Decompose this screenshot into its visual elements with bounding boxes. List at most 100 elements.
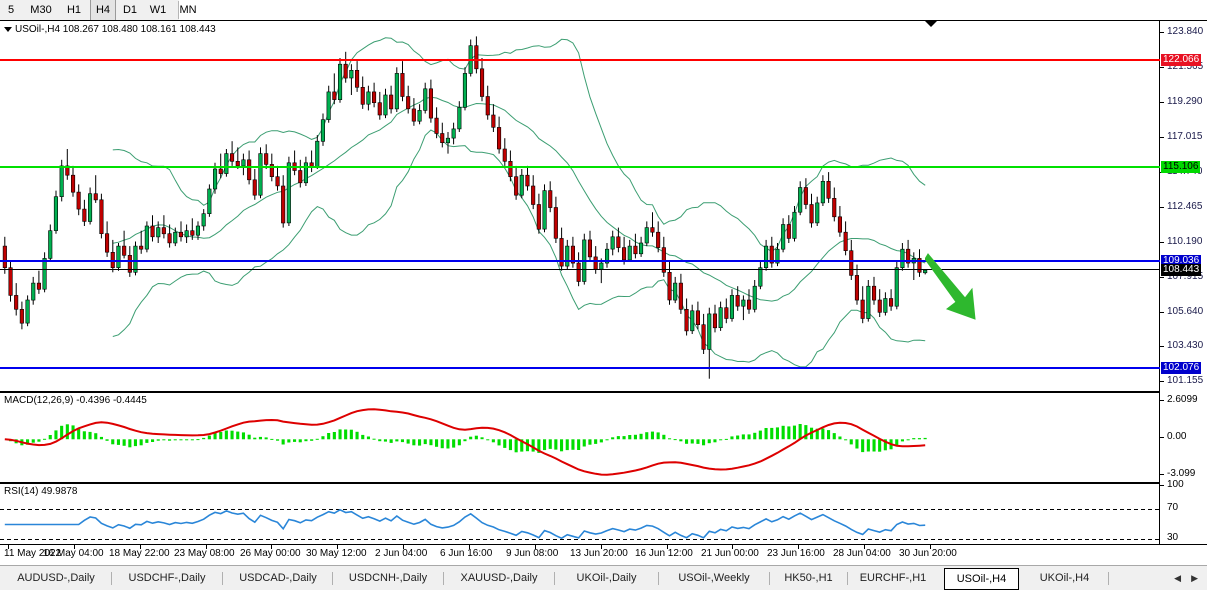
- macd-histogram-bar: [111, 439, 115, 445]
- chart-tab-ukoil-h4[interactable]: UKOil-,H4: [1039, 572, 1090, 584]
- macd-pane[interactable]: MACD(12,26,9) -0.4396 -0.4445: [0, 392, 1160, 483]
- macd-histogram-bar: [219, 432, 223, 440]
- candle-body: [815, 202, 820, 224]
- macd-histogram-bar: [577, 439, 581, 450]
- macd-histogram-bar: [662, 434, 666, 440]
- macd-histogram-bar: [917, 438, 921, 440]
- candle-body: [775, 248, 780, 264]
- chart-tab-hk50-h1[interactable]: HK50-,H1: [784, 572, 833, 584]
- candle-body: [383, 94, 388, 116]
- macd-histogram-bar: [878, 439, 882, 452]
- chart-tab-usoil-h4[interactable]: USOil-,H4: [944, 568, 1019, 590]
- timeframe-5[interactable]: 5: [7, 4, 15, 16]
- macd-histogram-bar: [344, 429, 348, 440]
- macd-histogram-bar: [349, 429, 353, 440]
- candle-body: [559, 238, 564, 267]
- macd-histogram-bar: [639, 433, 643, 440]
- time-tick: [601, 545, 602, 549]
- level-line-support-lower[interactable]: [0, 367, 1160, 370]
- timeframe-d1[interactable]: D1: [122, 4, 138, 16]
- chart-tab-bar[interactable]: ◀ ▶ AUDUSD-,Daily USDCHF-,Daily USDCAD-,Da…: [0, 565, 1207, 590]
- macd-histogram-bar: [253, 437, 257, 440]
- macd-histogram-bar: [423, 439, 427, 445]
- time-tick: [74, 545, 75, 549]
- price-label-108-443[interactable]: 108.443: [1161, 264, 1202, 277]
- timeframe-h4[interactable]: H4: [90, 0, 116, 20]
- level-line-support-upper[interactable]: [0, 259, 1160, 262]
- candle-body: [167, 233, 172, 244]
- chevron-left-icon[interactable]: ◀: [1174, 573, 1181, 583]
- time-label: 2 Jun 04:00: [375, 548, 428, 559]
- candle-body: [763, 245, 769, 269]
- time-axis[interactable]: 11 May 2022 16 May 04:00 18 May 22:00 23 Ma…: [0, 544, 1207, 565]
- price-label-109-036[interactable]: 109.036: [1161, 254, 1202, 267]
- candle-body: [93, 193, 98, 201]
- time-label: 30 Jun 20:00: [899, 548, 957, 559]
- timeframe-m30[interactable]: M30: [30, 4, 52, 16]
- macd-histogram-bar: [412, 439, 416, 446]
- timeframe-toolbar[interactable]: 5 M30 H1 H4 D1 W1 MN: [0, 0, 1207, 21]
- candle-body: [820, 181, 825, 204]
- macd-histogram-bar: [849, 439, 853, 445]
- candle-body: [122, 245, 127, 256]
- macd-histogram-bar: [247, 434, 251, 440]
- time-label: 23 May 08:00: [174, 548, 235, 559]
- bearish-arrow[interactable]: [925, 251, 980, 326]
- timeframe-h1[interactable]: H1: [66, 4, 82, 16]
- macd-histogram-bar: [923, 437, 927, 440]
- candle-body: [843, 231, 848, 251]
- candle-body: [479, 68, 485, 97]
- candle-body: [247, 159, 252, 181]
- candle-body: [99, 199, 104, 235]
- candle-body: [638, 242, 644, 255]
- macd-histogram-bar: [293, 439, 297, 442]
- macd-histogram-bar: [276, 439, 280, 441]
- chart-tab-ukoil-daily[interactable]: UKOil-,Daily: [576, 572, 637, 584]
- price-label-115-106[interactable]: 115.106: [1161, 161, 1201, 174]
- timeframe-mn[interactable]: MN: [179, 4, 197, 16]
- chart-tab-usdcnh-daily[interactable]: USDCNH-,Daily: [348, 572, 428, 584]
- chart-tab-eurchf-h1[interactable]: EURCHF-,H1: [859, 572, 927, 584]
- candle-body: [900, 248, 905, 268]
- chart-tab-usdcad-daily[interactable]: USDCAD-,Daily: [239, 572, 317, 584]
- macd-histogram-bar: [764, 428, 768, 440]
- macd-histogram-bar: [668, 438, 672, 440]
- time-tick: [732, 545, 733, 549]
- macd-histogram-bar: [298, 439, 302, 443]
- macd-histogram-bar: [713, 439, 717, 443]
- chart-frame[interactable]: USOil-,H4 108.267 108.480 108.161 108.44…: [0, 20, 1207, 566]
- price-scale[interactable]: 123.840121.565119.290117.015114.740112.4…: [1160, 21, 1207, 565]
- time-tick: [8, 545, 9, 549]
- candle-body: [519, 174, 524, 196]
- level-line-current-price[interactable]: [0, 269, 1160, 271]
- time-label: 18 May 22:00: [109, 548, 170, 559]
- macd-histogram-bar: [707, 439, 711, 444]
- time-label: 11 May 2022: [4, 548, 62, 559]
- chevron-right-icon[interactable]: ▶: [1191, 573, 1198, 583]
- macd-histogram-bar: [679, 439, 683, 442]
- candle-body: [837, 216, 843, 233]
- candle-body: [712, 313, 718, 329]
- level-line-resistance-mid[interactable]: [0, 166, 1160, 169]
- chart-tab-audusd-daily[interactable]: AUDUSD-,Daily: [17, 572, 95, 584]
- candle-body: [423, 88, 428, 111]
- chart-tab-usdchf-daily[interactable]: USDCHF-,Daily: [128, 572, 206, 584]
- time-label: 13 Jun 20:00: [570, 548, 628, 559]
- price-label-102-076[interactable]: 102.076: [1161, 362, 1202, 375]
- chart-tab-usoil-weekly[interactable]: USOil-,Weekly: [678, 572, 750, 584]
- chart-tab-xauusd-daily[interactable]: XAUUSD-,Daily: [460, 572, 538, 584]
- candle-body: [428, 88, 434, 119]
- symbol-ohlc-label: USOil-,H4 108.267 108.480 108.161 108.44…: [15, 24, 216, 35]
- timeframe-w1[interactable]: W1: [149, 4, 167, 16]
- macd-histogram-bar: [781, 425, 785, 440]
- price-pane[interactable]: [0, 21, 1160, 391]
- candle-body: [235, 161, 240, 167]
- macd-histogram-bar: [162, 439, 166, 441]
- triangle-down-icon[interactable]: [4, 26, 12, 32]
- candle-body: [604, 248, 610, 264]
- level-line-resistance-upper[interactable]: [0, 59, 1160, 62]
- macd-histogram-bar: [372, 438, 376, 440]
- candle-body: [656, 231, 661, 248]
- price-label-122-066[interactable]: 122.066: [1161, 54, 1202, 67]
- candle-body: [190, 230, 195, 236]
